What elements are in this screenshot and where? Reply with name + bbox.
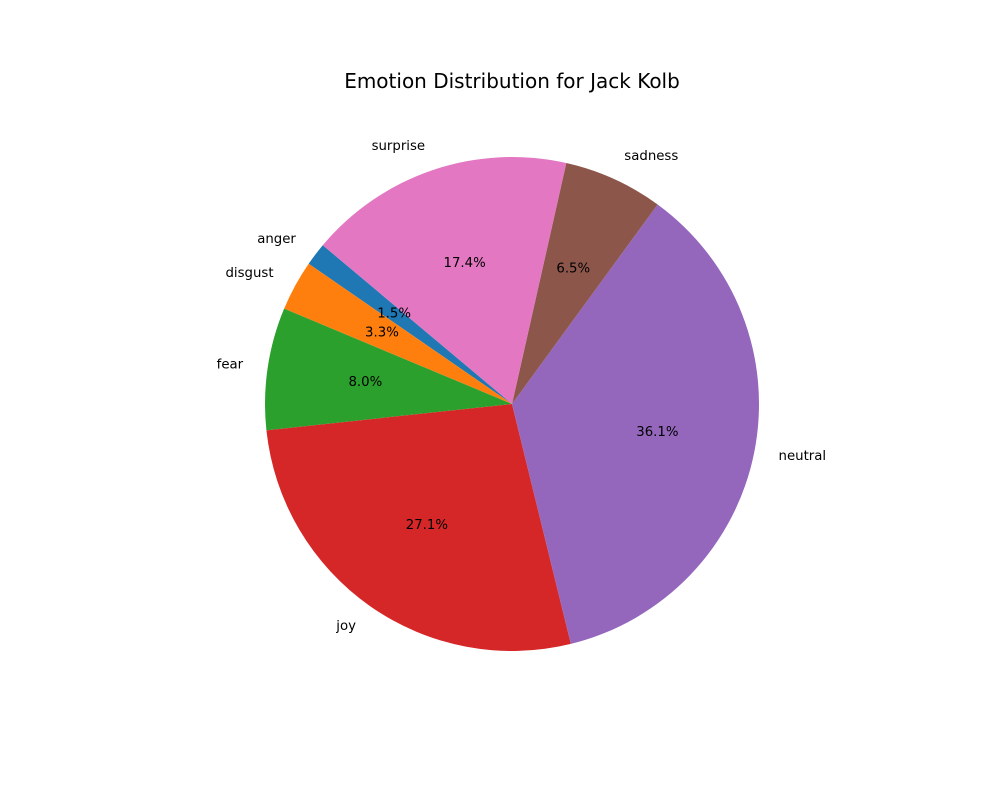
slice-label-disgust: disgust xyxy=(225,266,273,281)
slice-pct-disgust: 3.3% xyxy=(365,325,399,340)
pie-slice-surprise xyxy=(322,157,567,404)
chart-title: Emotion Distribution for Jack Kolb xyxy=(344,69,680,93)
slice-label-sadness: sadness xyxy=(624,149,678,164)
slice-pct-neutral: 36.1% xyxy=(636,425,678,440)
pie-slice-joy xyxy=(266,404,571,652)
slice-label-surprise: surprise xyxy=(372,139,426,154)
slice-label-fear: fear xyxy=(217,357,244,372)
slice-pct-joy: 27.1% xyxy=(406,518,448,533)
slice-label-joy: joy xyxy=(335,619,356,634)
pie-slice-fear xyxy=(265,308,512,431)
slice-label-anger: anger xyxy=(257,232,296,247)
slice-pct-fear: 8.0% xyxy=(348,375,382,390)
pie-labels: anger 1.5% disgust 3.3% fear 8.0% joy 27.1% neut… xyxy=(217,139,826,634)
slice-pct-surprise: 17.4% xyxy=(443,256,485,271)
slice-pct-sadness: 6.5% xyxy=(556,262,590,277)
pie-slices xyxy=(265,157,760,652)
pie-slice-anger xyxy=(308,245,512,404)
pie-slice-neutral xyxy=(512,204,760,644)
slice-pct-anger: 1.5% xyxy=(377,307,411,322)
slice-label-neutral: neutral xyxy=(779,449,827,464)
pie-slice-disgust xyxy=(284,263,512,404)
pie-slice-sadness xyxy=(512,163,658,404)
